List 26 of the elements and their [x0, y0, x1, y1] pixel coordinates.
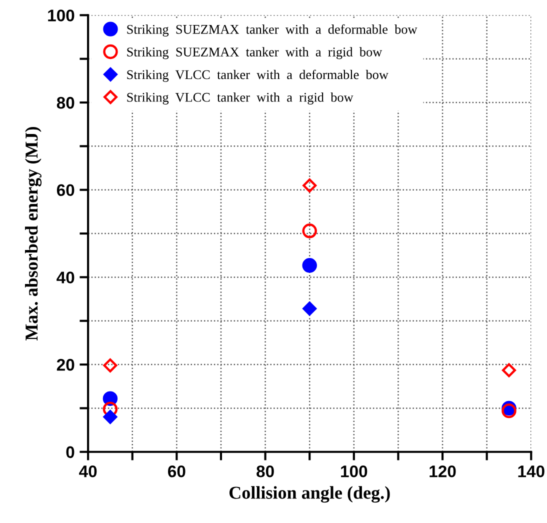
x-axis-title: Collision angle (deg.) [229, 486, 390, 503]
x-tick-label: 120 [430, 466, 456, 478]
point [302, 178, 317, 192]
y-axis-title: Max. absorbed energy (MJ) [24, 127, 42, 341]
x-tick-label: 40 [79, 466, 97, 478]
y-tick-label: 0 [66, 446, 74, 458]
x-tick-label: 140 [518, 466, 544, 478]
y-tick-label: 80 [56, 96, 74, 109]
legend-label: Striking VLCC tanker with a rigid bow [127, 92, 354, 105]
legend-label: Striking VLCC tanker with a deformable bow [127, 70, 388, 82]
x-tick-label: 80 [256, 466, 274, 478]
y-tick-label: 40 [56, 272, 74, 284]
x-tick-label: 60 [168, 466, 186, 478]
legend-label: Striking SUEZMAX tanker with a rigid bow [127, 47, 382, 60]
legend-label: Striking SUEZMAX tanker with a deformable bow [127, 24, 418, 37]
x-tick-label: 100 [341, 466, 368, 478]
point [103, 358, 118, 372]
point [102, 402, 118, 416]
point [103, 410, 118, 424]
point [302, 258, 317, 273]
point [302, 302, 317, 316]
y-tick-label: 20 [56, 358, 74, 371]
y-tick-label: 100 [48, 10, 74, 22]
point [302, 224, 317, 238]
y-tick-label: 60 [56, 184, 74, 196]
point [502, 363, 516, 378]
